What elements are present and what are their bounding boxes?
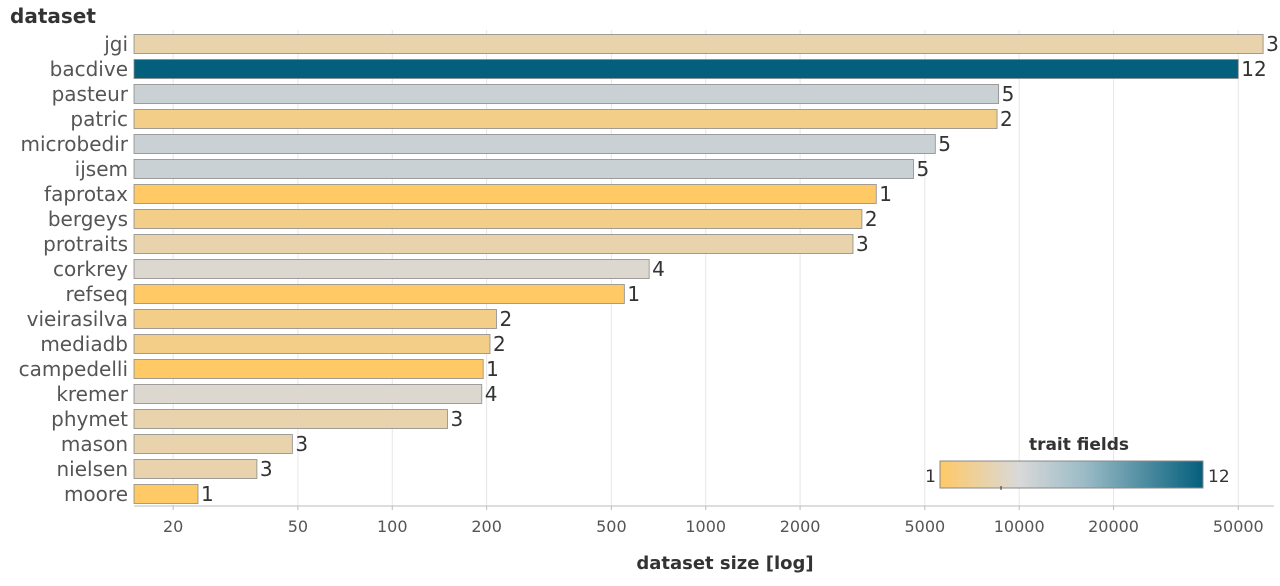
- bar: [133, 434, 293, 454]
- category-label: corkrey: [53, 257, 128, 281]
- value-label: 1: [879, 182, 892, 206]
- x-tick-labels: 20 50 100 200 500 1000 2000 5000 10000 20000 50000: [163, 506, 1264, 536]
- category-label: kremer: [56, 382, 128, 406]
- value-label: 5: [1002, 82, 1015, 106]
- bar: [133, 59, 1239, 79]
- x-tick-label: 50000: [1213, 517, 1264, 536]
- legend-gradient-bar: [939, 460, 1204, 489]
- value-label: 1: [486, 357, 499, 381]
- category-label: nielsen: [57, 457, 129, 481]
- value-label: 12: [1241, 57, 1266, 81]
- category-label: bergeys: [48, 207, 128, 231]
- bar: [133, 484, 199, 504]
- value-label: 2: [865, 207, 878, 231]
- category-label: ijsem: [75, 157, 128, 181]
- bar: [133, 109, 998, 129]
- value-label: 2: [493, 332, 506, 356]
- category-label: patric: [70, 107, 128, 131]
- bar: [133, 234, 854, 254]
- category-label: refseq: [65, 282, 128, 306]
- category-label: jgi: [103, 32, 128, 56]
- bar: [133, 284, 625, 304]
- category-label: moore: [64, 482, 128, 506]
- bar: [133, 184, 877, 204]
- legend-title: trait fields: [1029, 435, 1129, 455]
- bar: [133, 359, 484, 379]
- value-label: 4: [485, 382, 498, 406]
- bar: [133, 334, 491, 354]
- x-tick-label: 100: [377, 517, 408, 536]
- bar: [133, 209, 863, 229]
- bars: [133, 34, 1264, 504]
- category-label: mediadb: [40, 332, 128, 356]
- value-label: 3: [260, 457, 273, 481]
- legend-min-label: 1: [925, 467, 936, 487]
- bar: [133, 134, 936, 154]
- value-label: 3: [1266, 32, 1279, 56]
- category-label: pasteur: [52, 82, 129, 106]
- bar: [133, 409, 448, 429]
- chart-title: dataset: [10, 4, 96, 28]
- category-label: phymet: [51, 407, 128, 431]
- bar: [133, 84, 1000, 104]
- bar: [133, 459, 258, 479]
- value-label: 2: [1000, 107, 1013, 131]
- x-tick-label: 20000: [1088, 517, 1139, 536]
- bar: [133, 259, 650, 279]
- value-label: 1: [627, 282, 640, 306]
- value-label: 4: [652, 257, 665, 281]
- x-tick-label: 200: [471, 517, 502, 536]
- bar: [133, 309, 497, 329]
- category-label: campedelli: [19, 357, 128, 381]
- value-label: 5: [938, 132, 951, 156]
- value-label: 3: [450, 407, 463, 431]
- legend-max-label: 12: [1208, 467, 1230, 487]
- category-label: protraits: [43, 232, 128, 256]
- x-tick-label: 20: [163, 517, 183, 536]
- bar: [133, 34, 1264, 54]
- category-label: microbedir: [20, 132, 128, 156]
- color-legend: trait fields 1 12: [925, 435, 1230, 490]
- bar: [133, 384, 483, 404]
- x-tick-label: 500: [596, 517, 627, 536]
- value-label: 3: [856, 232, 869, 256]
- value-label: 1: [201, 482, 214, 506]
- x-tick-label: 5000: [904, 517, 945, 536]
- bar: [133, 159, 914, 179]
- category-label: vieirasilva: [27, 307, 128, 331]
- x-tick-label: 10000: [994, 517, 1045, 536]
- value-label: 2: [499, 307, 512, 331]
- value-label: 5: [916, 157, 929, 181]
- category-labels: jgibacdivepasteurpatricmicrobedirijsemfa…: [19, 32, 129, 506]
- category-label: faprotax: [44, 182, 128, 206]
- x-tick-label: 50: [288, 517, 308, 536]
- x-tick-label: 1000: [685, 517, 726, 536]
- category-label: mason: [61, 432, 128, 456]
- category-label: bacdive: [50, 57, 128, 81]
- x-tick-label: 2000: [780, 517, 821, 536]
- x-axis-title: dataset size [log]: [636, 553, 813, 574]
- value-label: 3: [295, 432, 308, 456]
